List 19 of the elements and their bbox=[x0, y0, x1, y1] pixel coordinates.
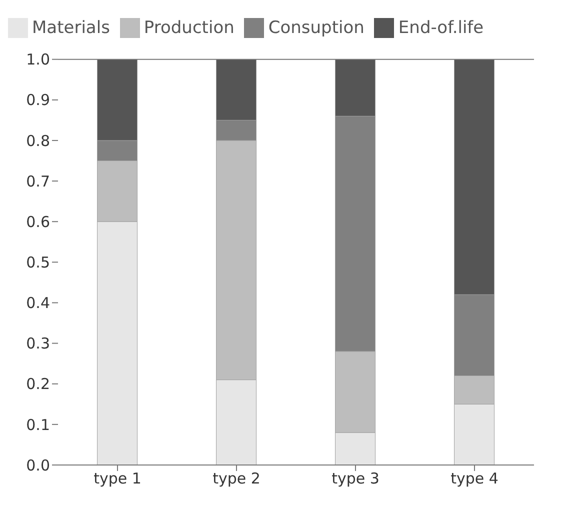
legend-label: Consuption bbox=[268, 18, 364, 38]
y-tick-label: 1.0 bbox=[26, 50, 50, 69]
y-tick-label: 0.4 bbox=[26, 294, 50, 312]
y-tick-label: 0.8 bbox=[26, 132, 50, 150]
y-tick-label: 0.2 bbox=[26, 375, 50, 394]
legend-label: Production bbox=[144, 18, 234, 38]
legend-label: Materials bbox=[32, 18, 110, 38]
x-tick-label: type 1 bbox=[94, 470, 142, 488]
y-tick-label: 0.5 bbox=[26, 253, 50, 272]
y-tick-label: 0.7 bbox=[26, 172, 50, 190]
legend-label: End-of.life bbox=[398, 18, 484, 38]
x-tick-label: type 4 bbox=[450, 470, 498, 488]
x-tick-label: type 3 bbox=[332, 470, 380, 488]
y-tick-label: 0.3 bbox=[26, 334, 50, 353]
y-tick-label: 0.1 bbox=[26, 416, 50, 434]
x-tick-label: type 2 bbox=[212, 470, 260, 488]
y-tick-label: 0.9 bbox=[26, 91, 50, 110]
y-tick-label: 0.6 bbox=[26, 212, 50, 231]
y-tick-label: 0.0 bbox=[26, 456, 50, 474]
